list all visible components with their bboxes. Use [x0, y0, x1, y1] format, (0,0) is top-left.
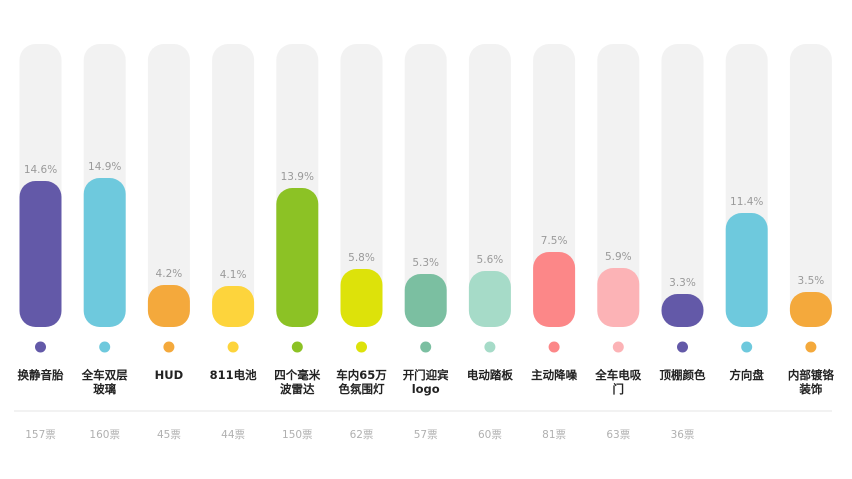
bar-track: [147, 44, 190, 327]
vote-count: 44票: [221, 429, 245, 441]
category-label: 顶棚颜色: [660, 368, 706, 382]
category-label: 811电池: [210, 368, 258, 382]
category-label: 全车双层玻璃: [81, 368, 128, 396]
data-label: 5.6%: [477, 254, 504, 266]
data-label: 14.9%: [88, 161, 121, 173]
vote-count: 57票: [414, 429, 438, 441]
legend-dot: [227, 341, 239, 353]
bar: [404, 274, 447, 327]
data-label: 7.5%: [541, 235, 568, 247]
data-label: 4.2%: [156, 268, 183, 280]
legend-dot: [99, 341, 111, 353]
legend-dot: [356, 341, 367, 353]
bar: [212, 286, 255, 327]
data-label: 5.3%: [412, 257, 439, 269]
legend-dot: [163, 341, 175, 353]
vote-count: 81票: [542, 429, 566, 441]
bar: [661, 294, 704, 327]
category-label: 四个毫米波雷达: [274, 368, 320, 396]
data-label: 4.1%: [220, 269, 247, 281]
bar: [597, 268, 640, 327]
bar: [468, 271, 511, 327]
vote-count: 160票: [89, 429, 120, 441]
legend-dot: [484, 341, 496, 353]
category-label: 电动踏板: [467, 368, 513, 382]
vote-count: 150票: [282, 429, 313, 441]
bar-track: [661, 44, 704, 327]
category-label: HUD: [155, 368, 184, 382]
bar-track: [597, 44, 640, 327]
vote-count: 62票: [350, 429, 374, 441]
bar: [19, 181, 62, 327]
bar-track: [789, 44, 832, 327]
vote-count: 36票: [671, 429, 695, 441]
legend-dot: [291, 341, 303, 353]
data-label: 3.5%: [798, 275, 825, 287]
data-label: 3.3%: [669, 277, 696, 289]
bar: [276, 188, 319, 327]
vote-count: 45票: [157, 429, 181, 441]
bar-track: [468, 44, 511, 327]
category-label: 内部镀铬装饰: [788, 368, 834, 396]
category-label: 开门迎宾 logo: [403, 368, 449, 396]
data-label: 5.9%: [605, 251, 632, 263]
data-label: 11.4%: [730, 196, 763, 208]
category-label: 换静音胎: [18, 368, 64, 382]
legend-dot: [35, 341, 46, 353]
data-label: 5.8%: [348, 252, 375, 264]
legend-dot: [805, 341, 817, 353]
legend-dot: [741, 341, 753, 353]
legend-dot: [420, 341, 432, 353]
bar-track: [212, 44, 255, 327]
legend-dot: [612, 341, 624, 353]
data-label: 13.9%: [281, 171, 314, 183]
category-label: 全车电吸门: [594, 368, 641, 396]
vote-count: 157票: [25, 429, 56, 441]
bar: [340, 269, 383, 327]
data-label: 14.6%: [24, 164, 57, 176]
vote-count: 63票: [606, 429, 630, 441]
bar: [789, 292, 832, 327]
category-label: 车内65万色氛围灯: [336, 368, 387, 396]
bar: [83, 178, 126, 327]
bar: [533, 252, 576, 327]
category-label: 方向盘: [729, 368, 764, 382]
legend-dot: [677, 341, 688, 353]
bar: [147, 285, 190, 327]
bar-track: [340, 44, 383, 327]
bar-track: [404, 44, 447, 327]
category-label: 主动降噪: [531, 368, 577, 382]
vote-count: 60票: [478, 429, 502, 441]
legend-dot: [548, 341, 560, 353]
bar: [725, 213, 768, 327]
